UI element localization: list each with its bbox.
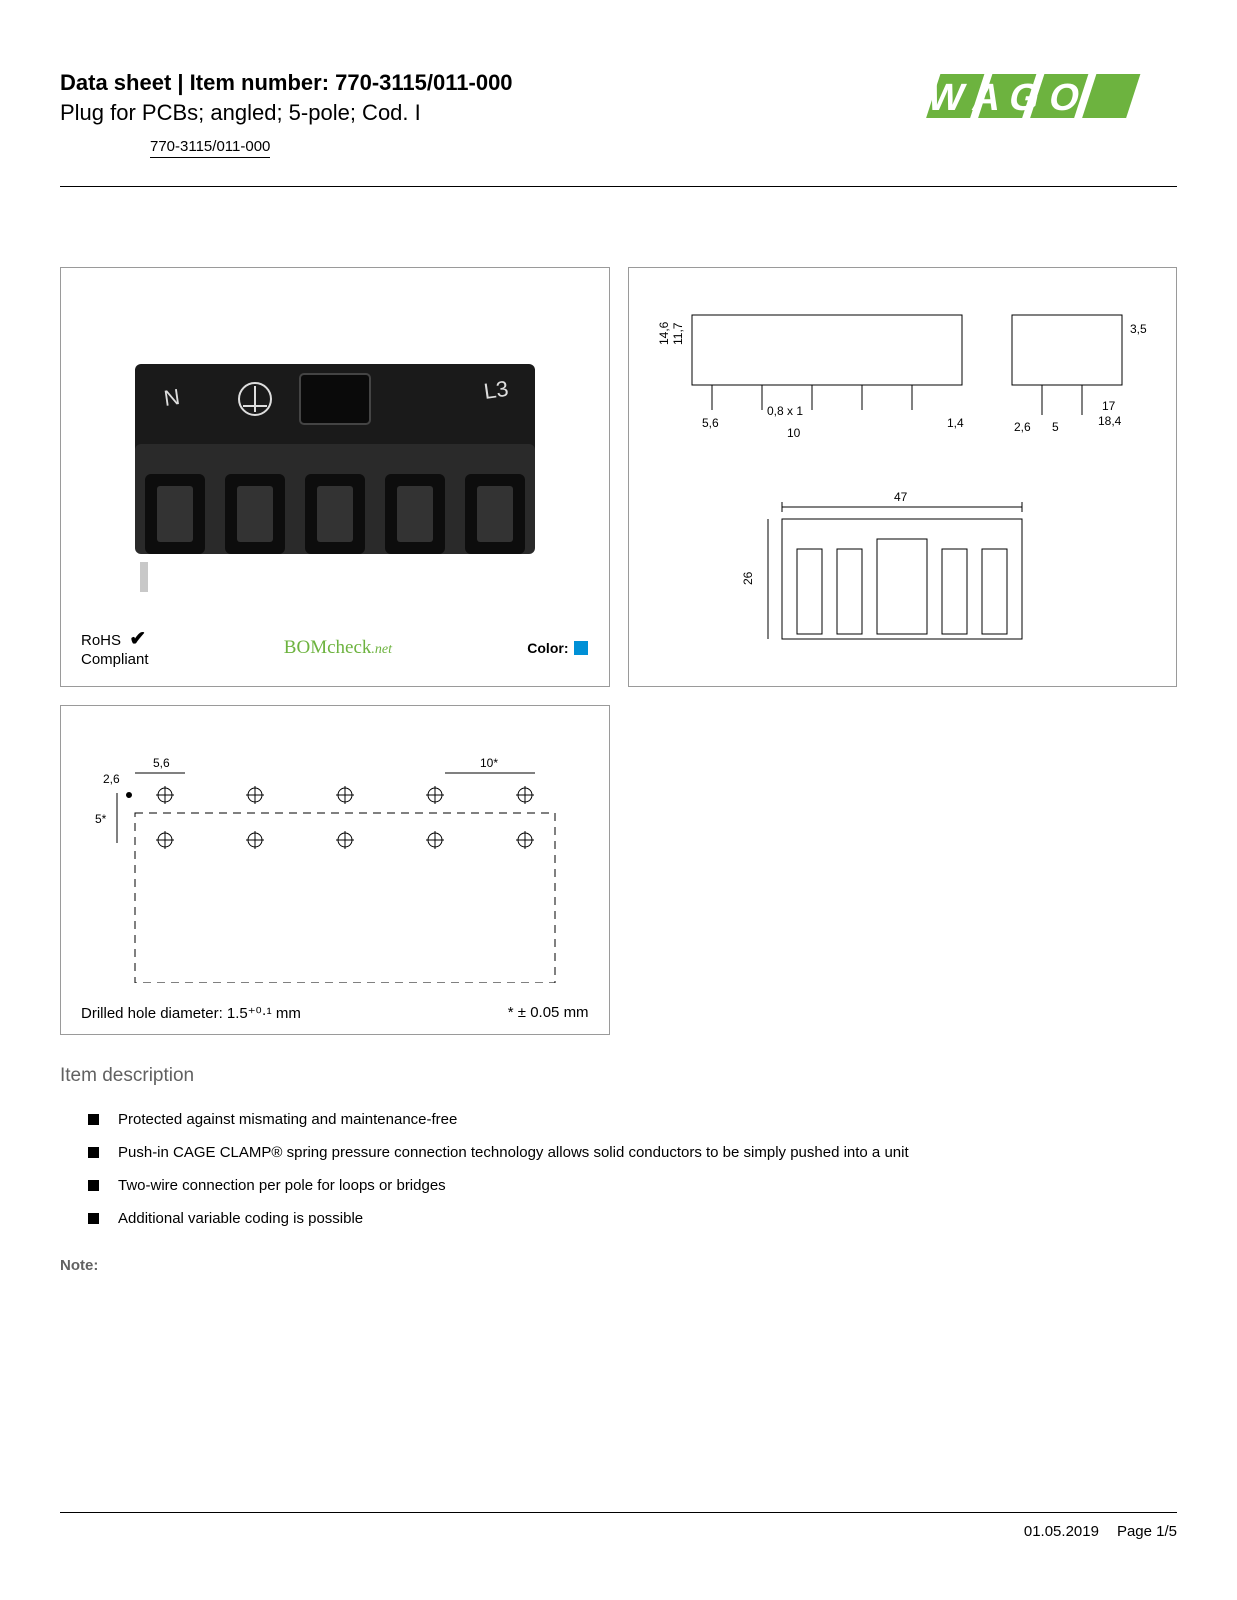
rohs-badge: RoHS ✔ Compliant [81,628,149,668]
technical-drawing-1: 14,6 11,7 5,6 0,8 x 1 10 1,4 3,5 2,6 5 1… [641,280,1165,674]
compliance-row: RoHS ✔ Compliant BOMcheck.net Color: [73,628,597,674]
svg-text:47: 47 [894,490,908,504]
title-prefix: Data sheet [60,70,171,95]
svg-text:26: 26 [741,572,755,586]
svg-text:5,6: 5,6 [153,756,170,770]
svg-text:L3: L3 [482,376,510,404]
color-swatch [574,641,588,655]
title-sep: | [171,70,189,95]
svg-text:14,6: 14,6 [657,321,671,345]
drilled-hole-note: Drilled hole diameter: 1.5⁺⁰·¹ mm [81,1004,301,1022]
bomcheck-suffix: .net [371,642,392,657]
image-panels-row: N L3 RoHS ✔ Compliant BOMcheck.net Color… [60,267,1177,687]
bomcheck-logo: BOMcheck.net [284,637,392,659]
description-bullet: Protected against mismating and maintena… [88,1111,1177,1128]
note-label: Note: [60,1257,1177,1274]
item-description-heading: Item description [60,1065,1177,1087]
svg-text:5,6: 5,6 [702,416,719,430]
description-bullet: Additional variable coding is possible [88,1210,1177,1227]
svg-text:10*: 10* [480,756,498,770]
product-photo-panel: N L3 RoHS ✔ Compliant BOMcheck.net Color… [60,267,610,687]
technical-drawing-panel-1: 14,6 11,7 5,6 0,8 x 1 10 1,4 3,5 2,6 5 1… [628,267,1178,687]
rohs-line1: RoHS [81,632,121,649]
wago-logo: W A G O [917,66,1177,131]
svg-text:2,6: 2,6 [1014,420,1031,434]
page-footer: 01.05.2019 Page 1/5 [60,1512,1177,1540]
svg-text:3,5: 3,5 [1130,322,1147,336]
color-indicator: Color: [527,640,588,656]
svg-text:17: 17 [1102,399,1116,413]
rohs-line2: Compliant [81,651,149,668]
pcb-drawing-footer: Drilled hole diameter: 1.5⁺⁰·¹ mm * ± 0.… [73,998,597,1022]
svg-text:5: 5 [1052,420,1059,434]
product-photo: N L3 [73,280,597,628]
tolerance-note: * ± 0.05 mm [508,1004,589,1022]
description-bullet: Push-in CAGE CLAMP® spring pressure conn… [88,1144,1177,1161]
pcb-footprint-drawing: 2,6 5,6 10* 5* [73,718,597,998]
datasheet-subtitle: Plug for PCBs; angled; 5-pole; Cod. I [60,100,917,126]
page-header: Data sheet | Item number: 770-3115/011-0… [60,70,1177,187]
svg-text:10: 10 [787,426,801,440]
bomcheck-main: BOMcheck [284,637,372,658]
description-bullet-list: Protected against mismating and maintena… [60,1111,1177,1227]
item-number: 770-3115/011-000 [335,70,512,95]
technical-drawing-panel-2: 2,6 5,6 10* 5* Drilled hole diameter: 1.… [60,705,610,1035]
svg-text:11,7: 11,7 [671,322,685,345]
svg-text:2,6: 2,6 [103,772,120,786]
svg-text:0,8 x 1: 0,8 x 1 [767,404,803,418]
svg-text:1,4: 1,4 [947,416,964,430]
title-label: Item number: [190,70,335,95]
svg-text:18,4: 18,4 [1098,414,1122,428]
datasheet-title: Data sheet | Item number: 770-3115/011-0… [60,70,917,96]
svg-text:W A G O: W A G O [924,76,1084,119]
description-bullet: Two-wire connection per pole for loops o… [88,1177,1177,1194]
header-text-block: Data sheet | Item number: 770-3115/011-0… [60,70,917,158]
footer-page: Page 1/5 [1117,1523,1177,1540]
footer-date: 01.05.2019 [1024,1523,1099,1540]
part-number-link[interactable]: 770-3115/011-000 [150,138,270,158]
check-icon: ✔ [129,628,146,650]
color-label: Color: [527,640,568,656]
svg-text:5*: 5* [95,812,107,826]
